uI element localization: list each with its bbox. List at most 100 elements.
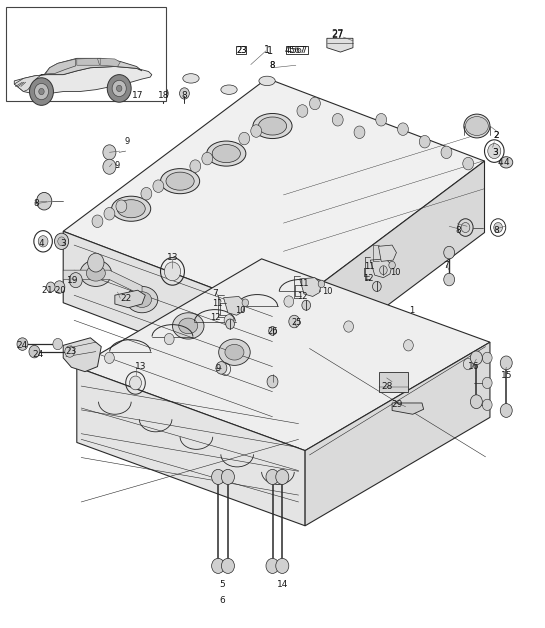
Polygon shape — [14, 67, 152, 94]
Ellipse shape — [80, 260, 112, 286]
Polygon shape — [115, 290, 146, 308]
Polygon shape — [77, 58, 100, 65]
Bar — [379, 372, 408, 392]
Circle shape — [463, 359, 473, 370]
Ellipse shape — [126, 286, 158, 313]
Text: 29: 29 — [392, 401, 403, 409]
Circle shape — [88, 253, 104, 272]
Text: 4567: 4567 — [286, 46, 307, 55]
Circle shape — [34, 84, 49, 100]
Circle shape — [482, 352, 492, 364]
Circle shape — [289, 315, 300, 328]
Polygon shape — [379, 245, 396, 261]
Polygon shape — [63, 338, 101, 372]
Text: 19: 19 — [66, 276, 78, 284]
Circle shape — [211, 558, 225, 573]
Circle shape — [54, 233, 69, 249]
Circle shape — [251, 125, 262, 138]
Text: 8: 8 — [494, 225, 499, 234]
Text: 4: 4 — [504, 158, 509, 167]
Circle shape — [344, 321, 354, 332]
Text: 25: 25 — [292, 318, 302, 327]
Circle shape — [153, 180, 164, 192]
Text: 23: 23 — [237, 46, 247, 55]
Text: 5: 5 — [220, 580, 226, 589]
Circle shape — [397, 123, 408, 136]
Bar — [286, 46, 308, 54]
Ellipse shape — [500, 157, 513, 168]
Circle shape — [494, 222, 502, 232]
Polygon shape — [63, 231, 281, 386]
Circle shape — [226, 319, 234, 329]
Ellipse shape — [259, 76, 275, 85]
Text: 17: 17 — [132, 92, 143, 100]
Circle shape — [179, 88, 189, 99]
Circle shape — [141, 187, 152, 200]
Circle shape — [46, 282, 55, 292]
Text: 3: 3 — [60, 239, 66, 248]
Circle shape — [470, 351, 482, 365]
Text: 4567: 4567 — [284, 46, 306, 55]
Circle shape — [202, 153, 213, 165]
Circle shape — [211, 469, 225, 484]
Circle shape — [242, 299, 249, 306]
Circle shape — [165, 262, 180, 281]
Circle shape — [103, 145, 116, 160]
Circle shape — [500, 356, 512, 370]
Circle shape — [38, 236, 48, 247]
Circle shape — [190, 160, 201, 172]
Circle shape — [130, 376, 142, 390]
Circle shape — [482, 377, 492, 389]
Text: 2: 2 — [494, 131, 499, 140]
Ellipse shape — [225, 344, 244, 360]
Ellipse shape — [464, 114, 490, 138]
Circle shape — [461, 222, 470, 232]
Text: 15: 15 — [500, 371, 512, 380]
Text: 13: 13 — [167, 253, 178, 262]
Text: 8: 8 — [270, 61, 275, 70]
Circle shape — [54, 281, 65, 293]
Circle shape — [105, 352, 114, 364]
Circle shape — [444, 246, 455, 259]
Circle shape — [216, 362, 227, 374]
Circle shape — [221, 558, 234, 573]
Polygon shape — [281, 161, 485, 386]
Text: 10: 10 — [322, 287, 332, 296]
Text: 8: 8 — [33, 199, 39, 208]
Circle shape — [276, 558, 289, 573]
Circle shape — [29, 345, 40, 358]
Ellipse shape — [161, 169, 199, 193]
Circle shape — [463, 158, 474, 170]
Polygon shape — [136, 87, 153, 96]
Text: 28: 28 — [381, 382, 392, 391]
Text: 10: 10 — [390, 268, 401, 277]
Polygon shape — [63, 270, 142, 295]
Ellipse shape — [465, 117, 488, 136]
Circle shape — [266, 469, 279, 484]
Circle shape — [107, 75, 131, 102]
Circle shape — [284, 296, 294, 307]
Text: 24: 24 — [17, 341, 28, 350]
Text: 3: 3 — [493, 148, 498, 157]
Polygon shape — [305, 342, 490, 526]
Ellipse shape — [219, 339, 250, 365]
Polygon shape — [77, 259, 490, 451]
Circle shape — [267, 376, 278, 388]
Polygon shape — [63, 78, 485, 314]
Ellipse shape — [258, 117, 287, 135]
Text: 9: 9 — [124, 136, 129, 146]
Circle shape — [112, 80, 126, 97]
Text: 8: 8 — [270, 61, 275, 70]
Text: 3: 3 — [493, 148, 498, 157]
Ellipse shape — [132, 292, 152, 308]
Text: 4: 4 — [39, 239, 44, 248]
Text: 9: 9 — [115, 161, 120, 170]
Circle shape — [103, 160, 116, 174]
Circle shape — [500, 404, 512, 418]
Circle shape — [379, 266, 387, 274]
Circle shape — [92, 215, 103, 227]
Text: 18: 18 — [158, 92, 169, 100]
Circle shape — [297, 105, 308, 117]
Text: 13: 13 — [135, 362, 147, 371]
Circle shape — [488, 144, 501, 159]
